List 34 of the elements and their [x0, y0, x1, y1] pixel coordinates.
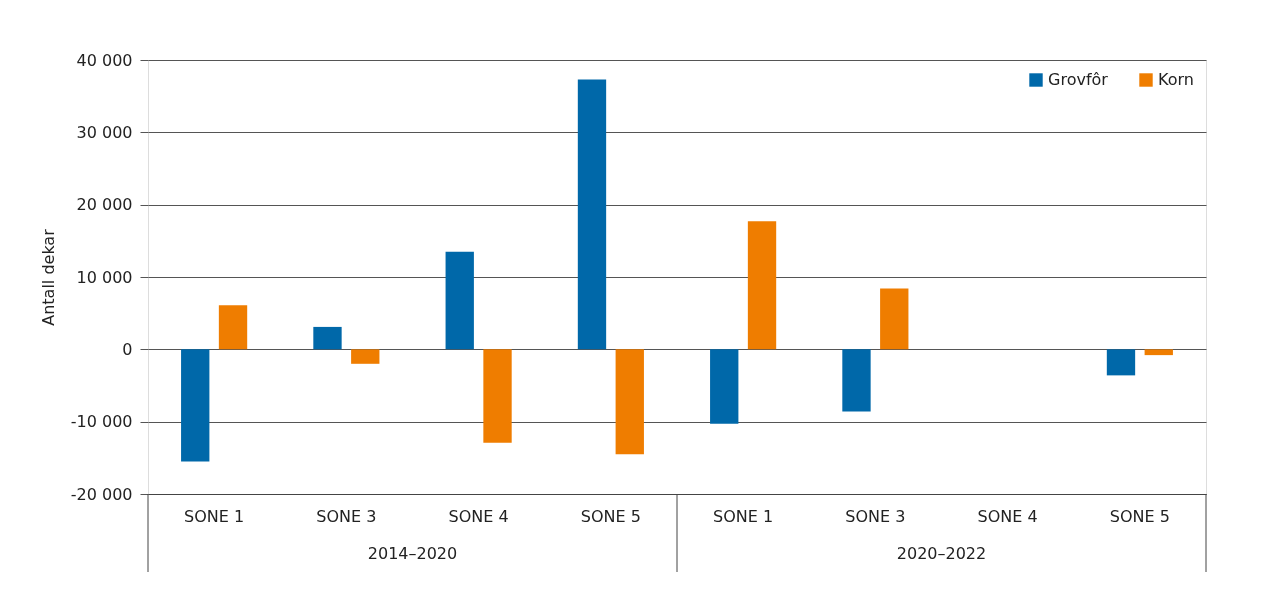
x-tick-label: SONE 1 — [713, 506, 774, 526]
y-tick-label: 0 — [122, 339, 133, 359]
bar — [842, 349, 871, 412]
legend-label: Grovfôr — [1048, 70, 1109, 89]
bar — [1106, 349, 1136, 376]
bar — [710, 349, 739, 424]
bar — [880, 288, 909, 350]
text: 2014–2020 — [367, 544, 458, 563]
bar — [615, 349, 644, 455]
bar — [483, 349, 512, 443]
x-tick-label: SONE 5 — [1109, 506, 1170, 526]
bar — [351, 349, 380, 364]
y-tick-label: 40 000 — [76, 50, 133, 70]
bar — [218, 305, 248, 350]
bar — [1144, 349, 1173, 356]
x-tick-label: SONE 4 — [977, 506, 1038, 526]
x-tick-label: SONE 3 — [316, 506, 377, 526]
text: 2020–2022 — [896, 544, 987, 563]
y-tick-label: -10 000 — [70, 412, 133, 432]
bar — [445, 251, 474, 350]
y-axis-title: Antall dekar — [38, 228, 58, 326]
y-tick-label: 20 000 — [76, 195, 133, 215]
y-tick-label: 30 000 — [76, 122, 133, 142]
bar — [577, 79, 607, 350]
x-tick-label: SONE 5 — [580, 506, 641, 526]
x-tick-label: SONE 3 — [845, 506, 906, 526]
legend-label: Korn — [1158, 70, 1194, 89]
bar — [181, 349, 210, 462]
x-tick-label: SONE 1 — [184, 506, 245, 526]
y-tick-label: 10 000 — [76, 267, 133, 287]
bar — [747, 221, 777, 350]
x-tick-label: SONE 4 — [448, 506, 509, 526]
bar — [313, 326, 342, 350]
y-tick-label: -20 000 — [70, 484, 133, 504]
